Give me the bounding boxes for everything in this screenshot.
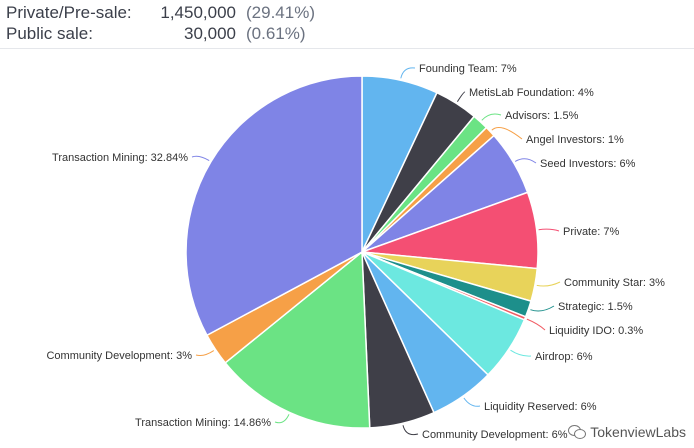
pie-label-1: Founding Team: 7% [419,63,517,75]
pie-label-11: Liquidity Reserved: 6% [484,401,597,413]
pie-labels: Founding Team: 7% MetisLab Foundation: 4%… [46,63,665,441]
pie-label-6: Private: 7% [563,226,619,238]
pie-leader-lines [191,67,561,436]
pie-leader-3 [481,113,502,121]
pie-leader-6 [538,228,560,232]
pie-leader-8 [530,305,555,312]
pie-leader-13 [274,414,290,424]
pie-label-15: Transaction Mining: 32.84% [52,152,188,164]
pie-leader-11 [463,397,481,407]
pie-leader-10 [510,349,532,357]
pie-leader-15 [191,155,210,162]
watermark: TokenviewLabs [568,422,686,442]
pie-label-7: Community Star: 3% [564,277,665,289]
chat-bubbles-icon [568,425,587,439]
public-sale-row: Public sale: 30,000 (0.61%) [6,24,306,46]
pie-leader-9 [526,318,546,331]
pie-label-8: Strategic: 1.5% [558,301,633,313]
pie-label-5: Seed Investors: 6% [540,158,636,170]
pie-label-14: Community Development: 3% [46,350,192,362]
private-sale-percent: (29.41%) [246,3,315,22]
pie-label-9: Liquidity IDO: 0.3% [549,325,643,337]
pie-leader-7 [536,281,561,287]
public-sale-amount: 30,000 [184,24,236,43]
pie-leader-1 [400,67,416,79]
pie-leader-14 [195,350,215,357]
pie-slices [185,75,539,429]
public-sale-percent: (0.61%) [246,24,306,43]
pie-leader-4 [491,127,523,140]
pie-label-4: Angel Investors: 1% [526,134,624,146]
public-sale-label: Public sale: [6,24,93,43]
pie-label-10: Airdrop: 6% [535,351,593,363]
pie-leader-2 [456,91,466,102]
pie-slice-13 [224,250,371,429]
header-divider [0,48,694,49]
private-sale-label: Private/Pre-sale: [6,3,132,22]
pie-label-13: Transaction Mining: 14.86% [135,417,271,429]
pie-label-3: Advisors: 1.5% [505,110,579,122]
pie-leader-12 [402,425,419,436]
private-sale-row: Private/Pre-sale: 1,450,000 (29.41%) [6,3,315,25]
private-sale-amount: 1,450,000 [160,3,236,22]
pie-label-2: MetisLab Foundation: 4% [469,87,594,99]
pie-slice-15 [185,75,363,337]
watermark-text: TokenviewLabs [590,424,686,440]
pie-label-12: Community Development: 6% [422,429,568,441]
pie-leader-5 [514,158,537,164]
